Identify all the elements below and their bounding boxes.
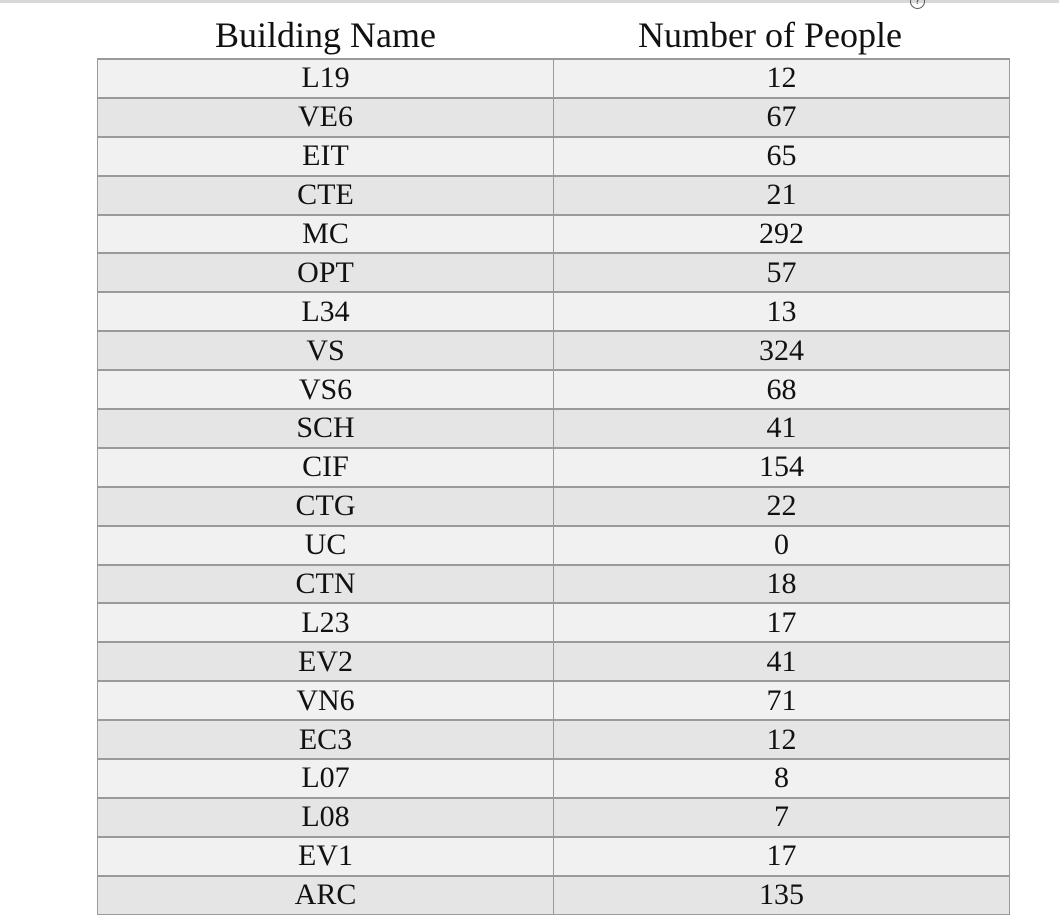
people-count-cell: 18 xyxy=(553,563,1010,604)
people-count-cell: 7 xyxy=(553,796,1010,838)
building-name-cell: L07 xyxy=(97,758,554,799)
table-row: CTG 22 xyxy=(97,485,1010,527)
table-row: EC3 12 xyxy=(97,719,1010,760)
header-building-name-label: Building Name xyxy=(215,15,436,55)
building-name-cell: CIF xyxy=(97,446,554,488)
table-row: VE6 67 xyxy=(97,96,1010,138)
header-number-of-people-label: Number of People xyxy=(638,15,902,55)
table-row: L34 13 xyxy=(97,291,1010,332)
table-row: VS 324 xyxy=(97,330,1010,371)
table-row: MC 292 xyxy=(97,213,1010,254)
building-name-cell: EV2 xyxy=(97,641,554,682)
building-name-cell: L08 xyxy=(97,796,554,838)
table-row: L08 7 xyxy=(97,796,1010,838)
building-name-cell: EIT xyxy=(97,135,554,177)
building-name-cell: UC xyxy=(97,524,554,566)
people-count-cell: 13 xyxy=(553,291,1010,332)
building-name-cell: SCH xyxy=(97,408,554,449)
building-name-cell: VS xyxy=(97,330,554,371)
people-count-cell: 57 xyxy=(553,252,1010,293)
building-name-cell: L34 xyxy=(97,291,554,332)
people-count-cell: 8 xyxy=(553,758,1010,799)
people-count-cell: 12 xyxy=(553,58,1010,99)
building-name-cell: MC xyxy=(97,213,554,254)
table-row: OPT 57 xyxy=(97,252,1010,293)
table-row: ARC 135 xyxy=(97,874,1010,915)
people-count-cell: 0 xyxy=(553,524,1010,566)
table-row: SCH 41 xyxy=(97,408,1010,449)
building-name-cell: EC3 xyxy=(97,719,554,760)
building-name-cell: EV1 xyxy=(97,835,554,877)
table-row: L07 8 xyxy=(97,758,1010,799)
table-header: Building Name Number of People? xyxy=(98,0,1010,59)
building-name-cell: VN6 xyxy=(97,680,554,721)
header-building-name: Building Name xyxy=(98,12,554,59)
table-row: EV1 17 xyxy=(97,835,1010,877)
table-row: EIT 65 xyxy=(97,135,1010,177)
building-name-cell: VE6 xyxy=(97,96,554,138)
header-number-of-people: Number of People? xyxy=(554,0,1010,59)
table-body: L19 12 VE6 67 EIT 65 CTE 21 MC 292 OPT 57 L34 13 VS 324… xyxy=(97,58,1010,915)
table-row: L19 12 xyxy=(97,58,1010,99)
building-name-cell: VS6 xyxy=(97,369,554,410)
table-row: VS6 68 xyxy=(97,369,1010,410)
table-row: CIF 154 xyxy=(97,446,1010,488)
people-count-cell: 292 xyxy=(553,213,1010,254)
building-name-cell: L23 xyxy=(97,602,554,643)
building-name-cell: OPT xyxy=(97,252,554,293)
table-row: EV2 41 xyxy=(97,641,1010,682)
help-icon[interactable]: ? xyxy=(909,0,925,9)
table-row: L23 17 xyxy=(97,602,1010,643)
people-count-cell: 67 xyxy=(553,96,1010,138)
people-count-cell: 135 xyxy=(553,874,1010,915)
top-divider xyxy=(0,0,1059,3)
people-count-cell: 12 xyxy=(553,719,1010,760)
people-count-cell: 21 xyxy=(553,174,1010,216)
people-count-cell: 71 xyxy=(553,680,1010,721)
building-occupancy-table: Building Name Number of People? L19 12 VE6… xyxy=(97,0,1010,915)
building-name-cell: CTG xyxy=(97,485,554,527)
people-count-cell: 41 xyxy=(553,408,1010,449)
table-row: VN6 71 xyxy=(97,680,1010,721)
people-count-cell: 17 xyxy=(553,602,1010,643)
building-name-cell: L19 xyxy=(97,58,554,99)
people-count-cell: 324 xyxy=(553,330,1010,371)
building-name-cell: CTN xyxy=(97,563,554,604)
people-count-cell: 68 xyxy=(553,369,1010,410)
building-name-cell: CTE xyxy=(97,174,554,216)
table-row: UC 0 xyxy=(97,524,1010,566)
people-count-cell: 65 xyxy=(553,135,1010,177)
people-count-cell: 41 xyxy=(553,641,1010,682)
table-row: CTE 21 xyxy=(97,174,1010,216)
header-row: Building Name Number of People? xyxy=(98,0,1010,59)
people-count-cell: 154 xyxy=(553,446,1010,488)
people-count-cell: 17 xyxy=(553,835,1010,877)
table-row: CTN 18 xyxy=(97,563,1010,604)
building-name-cell: ARC xyxy=(97,874,554,915)
people-count-cell: 22 xyxy=(553,485,1010,527)
